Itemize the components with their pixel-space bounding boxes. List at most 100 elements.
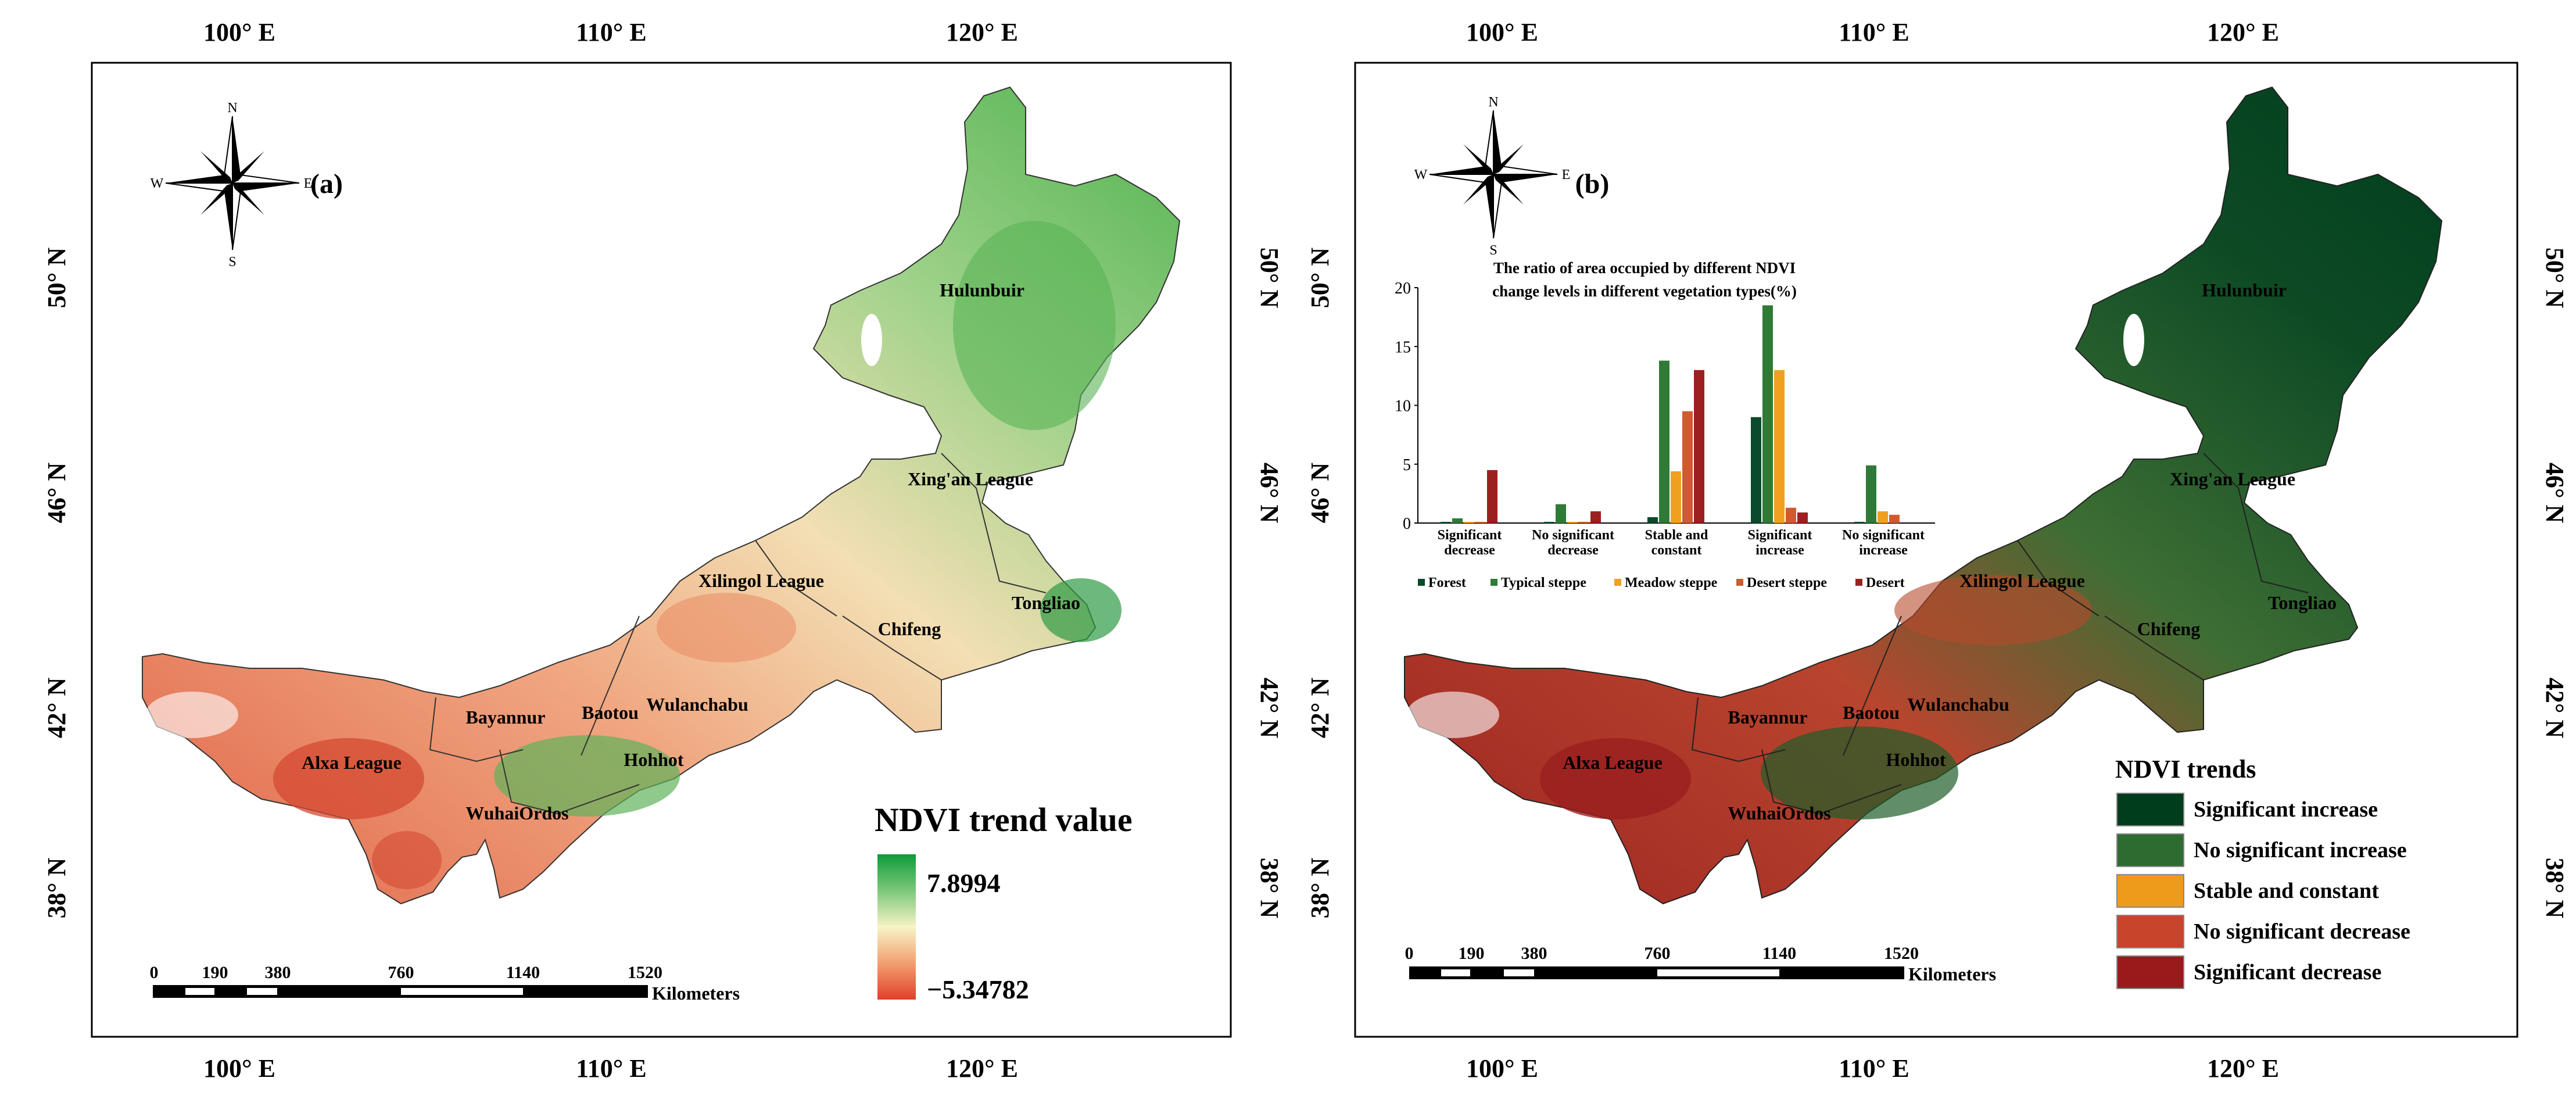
map-patch: [1894, 575, 2092, 645]
chart-bar: [1659, 360, 1669, 523]
compass-w: W: [1414, 167, 1428, 182]
legend-min: −5.34782: [927, 975, 1029, 1004]
chart-bar: [1452, 518, 1463, 523]
admin-boundary: [2017, 540, 2100, 617]
lat-label-left: 38° N: [1306, 858, 1334, 919]
lat-label-left: 50° N: [42, 248, 71, 309]
chart-x-tick-label: Stable and: [1645, 528, 1708, 543]
chart-bar: [1544, 521, 1554, 523]
region-label-wulanchabu: Wulanchabu: [646, 694, 748, 715]
chart-bar: [1590, 511, 1601, 523]
chart-bar: [1475, 521, 1486, 523]
region-label-chifeng: Chifeng: [878, 618, 941, 639]
lat-label-right: 46° N: [1255, 463, 1284, 524]
lat-label-left: 46° N: [42, 463, 71, 524]
chart-bar: [1866, 465, 1876, 523]
chart-bar: [1579, 521, 1589, 523]
trend-legend-label: No significant increase: [2194, 838, 2407, 862]
scale-bar: 0 190 380 760 1140 1520 Kilometers: [1405, 944, 1997, 984]
panel-label-b: (b): [1575, 169, 1610, 199]
region-label-alxa: Alxa League: [302, 752, 402, 773]
region-label-bayannur: Bayannur: [466, 707, 546, 728]
compass-rose-icon: N S E W: [1414, 95, 1571, 258]
trend-legend-swatch: [2116, 874, 2184, 908]
map-patch: [953, 221, 1116, 430]
admin-boundary: [941, 453, 1047, 593]
region-label-hohhot: Hohhot: [624, 749, 683, 770]
panel-a: 100° E 110° E 120° E 100° E 110° E 120° …: [42, 18, 1284, 1083]
scale-bar: 0 190 380 760 1140 1520 Kilometers: [150, 963, 740, 1004]
chart-legend-label: Forest: [1428, 575, 1466, 590]
svg-text:0: 0: [150, 963, 159, 982]
region-label-tongliao: Tongliao: [1012, 592, 1080, 613]
chart-bar: [1751, 417, 1761, 523]
trend-legend: NDVI trends Significant increase No signi…: [2115, 755, 2410, 989]
lon-label-top: 110° E: [1839, 18, 1909, 46]
trend-legend-title: NDVI trends: [2115, 755, 2256, 783]
chart-legend-swatch: [1855, 579, 1862, 586]
chart-x-tick-label: increase: [1755, 543, 1804, 558]
chart-bar: [1671, 471, 1681, 523]
lon-label-bottom: 110° E: [576, 1054, 647, 1083]
chart-bar: [1774, 370, 1785, 523]
chart-title-line: change levels in different vegetation ty…: [1492, 282, 1797, 300]
chart-bar: [1682, 411, 1693, 523]
compass-n: N: [227, 101, 237, 116]
admin-boundary: [581, 615, 640, 756]
region-label-xingan: Xing'an League: [2170, 468, 2295, 489]
lon-label-bottom: 100° E: [1466, 1054, 1538, 1083]
lat-label-left: 50° N: [1306, 248, 1334, 309]
chart-bar: [1878, 511, 1888, 523]
region-label-xilingol: Xilingol League: [1959, 570, 2085, 591]
svg-text:1140: 1140: [506, 963, 540, 982]
admin-boundary: [1691, 697, 1786, 762]
lon-label-top: 100° E: [203, 18, 275, 46]
admin-boundary: [755, 540, 837, 617]
svg-text:190: 190: [202, 963, 228, 982]
chart-bar: [1647, 517, 1658, 523]
chart-bar: [1464, 521, 1474, 523]
chart-x-tick-label: increase: [1859, 543, 1908, 558]
map-patch: [1761, 726, 1958, 819]
lon-label-bottom: 120° E: [2207, 1054, 2279, 1083]
chart-x-tick-label: No significant: [1842, 528, 1925, 543]
admin-boundary: [1761, 749, 1902, 815]
inset-bar-chart: The ratio of area occupied by different …: [1395, 259, 1935, 590]
compass-rose-icon: N S E W: [151, 101, 313, 270]
chart-y-tick-label: 20: [1395, 280, 1411, 298]
lat-label-left: 42° N: [1306, 678, 1334, 739]
trend-legend-swatch: [2116, 833, 2184, 867]
region-label-wulanchabu: Wulanchabu: [1907, 694, 2009, 715]
chart-y-tick-label: 5: [1403, 456, 1411, 474]
lon-label-top: 110° E: [576, 18, 647, 46]
scale-unit: Kilometers: [1908, 964, 1996, 984]
svg-text:1520: 1520: [628, 963, 662, 982]
chart-bar: [1487, 470, 1497, 523]
svg-text:760: 760: [388, 963, 414, 982]
chart-x-tick-label: decrease: [1444, 543, 1495, 558]
region-label-baotou: Baotou: [582, 702, 639, 723]
map-gap: [145, 692, 238, 738]
chart-bar: [1762, 305, 1773, 523]
colorbar: [877, 854, 916, 1000]
svg-text:1140: 1140: [1762, 944, 1796, 963]
region-label-xingan: Xing'an League: [908, 468, 1033, 489]
chart-legend-swatch: [1614, 579, 1621, 586]
map-patch: [657, 593, 796, 663]
lat-label-right: 38° N: [2541, 858, 2569, 919]
chart-y-tick-label: 10: [1395, 398, 1411, 416]
map-lake: [861, 314, 882, 366]
admin-boundary: [1843, 615, 1902, 756]
lon-label-bottom: 100° E: [203, 1054, 275, 1083]
compass-s: S: [1489, 243, 1497, 258]
lon-label-top: 120° E: [946, 18, 1018, 46]
svg-text:0: 0: [1405, 944, 1414, 963]
lon-label-top: 100° E: [1466, 18, 1538, 46]
trend-legend-swatch: [2116, 955, 2184, 989]
lon-label-bottom: 110° E: [1839, 1054, 1909, 1083]
chart-bars: [1441, 305, 1900, 523]
svg-text:380: 380: [1521, 944, 1547, 963]
region-label-hulunbuir: Hulunbuir: [2202, 280, 2287, 300]
chart-y-tick-label: 15: [1395, 338, 1411, 356]
